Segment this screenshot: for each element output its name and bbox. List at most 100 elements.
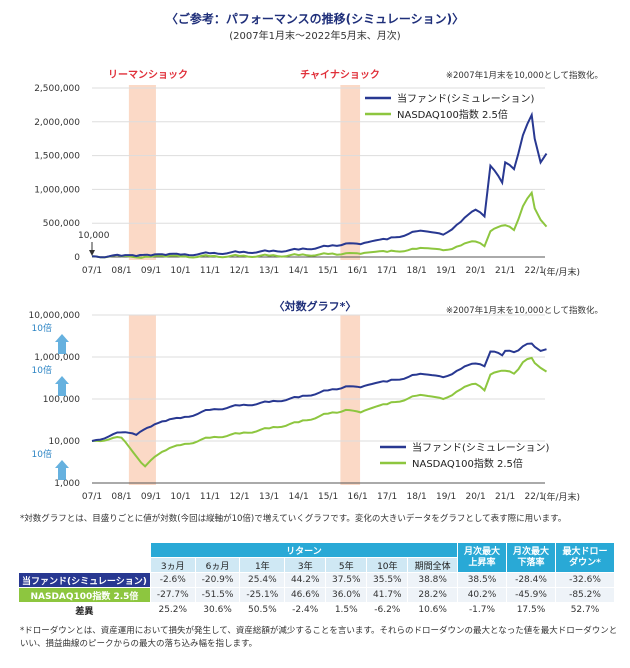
y-tick-label: 10,000,000 (28, 311, 80, 321)
series-fund-line (91, 342, 547, 442)
x-tick-label: 15/1 (318, 266, 338, 276)
x-tick-label: 11/1 (200, 266, 220, 276)
table-cell: 10.6% (407, 602, 458, 618)
max-monthly-gain-header: 月次最大上昇率 (457, 542, 507, 573)
table-cell: -20.9% (194, 572, 241, 588)
table-cell: 25.2% (149, 602, 196, 618)
table-cell: -27.7% (149, 587, 196, 603)
x-tick-label: 12/1 (229, 492, 249, 502)
returns-group-header: リターン (149, 542, 459, 558)
tenfold-label: 10倍 (32, 364, 52, 376)
table-cell: 38.5% (457, 572, 507, 588)
tenfold-label: 10倍 (32, 322, 52, 334)
x-tick-label: 13/1 (259, 492, 279, 502)
table-cell: 38.8% (407, 572, 458, 588)
col-header: 1年 (239, 557, 286, 573)
legend-fund-label: 当ファンド(シミュレーション) (412, 441, 550, 454)
x-tick-label: 20/1 (466, 492, 486, 502)
y-grid (92, 314, 545, 484)
x-ticks: 07/1 08/1 09/1 10/1 11/1 12/1 13/1 14/1 15/1 16/1… (82, 492, 545, 502)
x-tick-label: 18/1 (407, 266, 427, 276)
row-label: 差異 (18, 602, 151, 618)
col-header: 10年 (366, 557, 409, 573)
legend-nasdaq-label: NASDAQ100指数 2.5倍 (412, 457, 523, 470)
col-header: 3年 (284, 557, 327, 573)
x-unit: (年/月末) (543, 491, 580, 503)
y-tick-label: 0 (74, 253, 80, 263)
x-tick-label: 21/1 (495, 492, 515, 502)
y-tick-label: 2,500,000 (34, 84, 80, 94)
x-tick-label: 22/1 (525, 266, 545, 276)
x-tick-label: 08/1 (111, 266, 131, 276)
y-tick-label: 2,000,000 (34, 118, 80, 128)
y-tick-label: 1,500,000 (34, 152, 80, 162)
legend: 当ファンド(シミュレーション) NASDAQ100指数 2.5倍 (365, 92, 535, 121)
x-tick-label: 18/1 (407, 492, 427, 502)
table-cell: 41.7% (366, 587, 409, 603)
max-monthly-loss-header: 月次最大下落率 (506, 542, 556, 573)
x-tick-label: 19/1 (436, 266, 456, 276)
tenfold-label: 10倍 (32, 448, 52, 460)
x-tick-label: 10/1 (170, 492, 190, 502)
x-tick-label: 17/1 (377, 266, 397, 276)
table-cell: -25.1% (239, 587, 286, 603)
max-drawdown-header: 最大ドローダウン* (555, 542, 615, 573)
table-cell: 17.5% (506, 602, 556, 618)
x-tick-label: 08/1 (111, 492, 131, 502)
col-header: 3ヵ月 (149, 557, 196, 573)
table-cell: 30.6% (194, 602, 241, 618)
start-label: 10,000 (78, 231, 110, 241)
col-header: 5年 (325, 557, 368, 573)
table-cell: 35.5% (366, 572, 409, 588)
x-tick-label: 17/1 (377, 492, 397, 502)
shade-china (340, 315, 361, 485)
x-tick-label: 20/1 (466, 266, 486, 276)
x-tick-label: 19/1 (436, 492, 456, 502)
y-tick-label: 1,000,000 (34, 353, 80, 363)
table-cell: -85.2% (555, 587, 615, 603)
x-tick-label: 13/1 (259, 266, 279, 276)
table-cell: 36.0% (325, 587, 368, 603)
x-tick-label: 09/1 (141, 492, 161, 502)
tenfold-arrow (55, 460, 69, 480)
x-tick-label: 14/1 (288, 266, 308, 276)
x-tick-label: 09/1 (141, 266, 161, 276)
x-tick-label: 15/1 (318, 492, 338, 502)
x-tick-label: 21/1 (495, 266, 515, 276)
series-nasdaq-line (91, 356, 548, 468)
annotation-china: チャイナショック (300, 69, 380, 81)
index-note: ※2007年1月末を10,000として指数化。 (446, 70, 603, 81)
row-label: 当ファンド(シミュレーション) (18, 572, 151, 588)
log-chart: 1,000 10,000 100,000 1,000,000 10,000,000 07… (28, 305, 603, 503)
table-cell: -45.9% (506, 587, 556, 603)
table-cell: 28.2% (407, 587, 458, 603)
table-cell: 44.2% (284, 572, 327, 588)
legend-fund-label: 当ファンド(シミュレーション) (397, 92, 535, 105)
x-tick-label: 12/1 (229, 266, 249, 276)
tenfold-arrow (55, 334, 69, 354)
table-row-fund: 当ファンド(シミュレーション) -2.6% -20.9% 25.4% 44.2%… (18, 572, 615, 588)
series-nasdaq-line (91, 190, 548, 259)
col-header: 6ヵ月 (194, 557, 241, 573)
performance-table: リターン 月次最大上昇率 月次最大下落率 最大ドローダウン* 3ヵ月 6ヵ月 1… (18, 542, 615, 618)
drawdown-footnote: *ドローダウンとは、資産運用において損失が発生して、資産総額が減少することを言い… (20, 626, 618, 649)
tenfold-arrow (55, 376, 69, 396)
table-cell: 37.5% (325, 572, 368, 588)
x-tick-label: 07/1 (82, 266, 102, 276)
y-tick-label: 1,000,000 (34, 185, 80, 195)
legend-nasdaq-label: NASDAQ100指数 2.5倍 (397, 108, 508, 121)
row-label: NASDAQ100指数 2.5倍 (18, 587, 151, 603)
log-chart-footnote: *対数グラフとは、目盛りごとに値が対数(今回は縦軸が10倍)で増えていくグラフで… (20, 514, 567, 524)
y-ticks: 0 500,000 1,000,000 1,500,000 2,000,000 2,500… (34, 84, 80, 263)
x-tick-label: 10/1 (170, 266, 190, 276)
table-row-diff: 差異 25.2% 30.6% 50.5% -2.4% 1.5% -6.2% 10… (18, 602, 615, 618)
table-cell: -51.5% (194, 587, 241, 603)
x-tick-label: 07/1 (82, 492, 102, 502)
table-cell: -1.7% (457, 602, 507, 618)
page-subtitle: (2007年1月末～2022年5月末、月次) (229, 31, 401, 42)
x-tick-label: 16/1 (347, 266, 367, 276)
table-cell: 52.7% (555, 602, 615, 618)
table-cell: 40.2% (457, 587, 507, 603)
table-row-nasdaq: NASDAQ100指数 2.5倍 -27.7% -51.5% -25.1% 46… (18, 587, 615, 603)
x-tick-label: 16/1 (347, 492, 367, 502)
